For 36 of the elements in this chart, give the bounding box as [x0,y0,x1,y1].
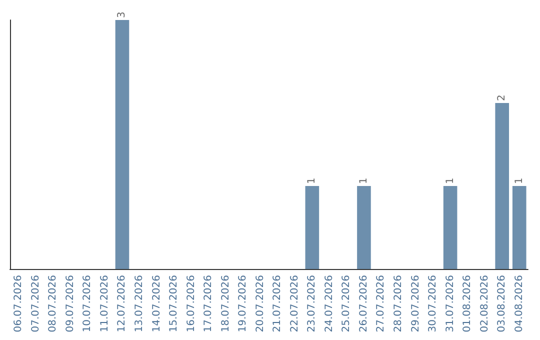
x-tick-label: 23.07.2026 [306,275,318,332]
x-tick-label: 31.07.2026 [444,275,456,332]
x-tick-label: 04.08.2026 [514,275,525,332]
x-tick-label: 09.07.2026 [64,275,76,332]
x-tick-label: 13.07.2026 [134,275,145,332]
data-label: 1 [358,178,370,184]
data-label: 1 [444,178,456,184]
x-tick-label: 06.07.2026 [13,275,24,332]
x-tick-label: 30.07.2026 [428,275,439,332]
x-tick-label: 22.07.2026 [289,275,300,332]
data-label: 1 [306,178,318,184]
x-tick-label: 25.07.2026 [341,275,352,332]
x-tick-label: 15.07.2026 [168,275,180,332]
x-tick-label: 01.08.2026 [462,275,474,332]
x-tick-label: 19.07.2026 [238,275,249,332]
x-tick-label: 12.07.2026 [116,275,128,332]
x-tick-label: 21.07.2026 [272,275,284,332]
x-tick-label: 07.07.2026 [30,275,42,332]
x-tick-label: 29.07.2026 [410,275,422,332]
x-tick-label: 11.07.2026 [99,275,110,332]
x-tick-label: 03.08.2026 [496,275,508,332]
x-tick-label: 20.07.2026 [254,275,266,332]
x-tick-label: 24.07.2026 [324,275,335,332]
x-tick-label: 10.07.2026 [82,275,94,332]
x-tick-label: 14.07.2026 [151,275,162,332]
x-tick-label: 08.07.2026 [48,275,59,332]
data-label: 3 [116,12,128,18]
x-tick-label: 27.07.2026 [376,275,387,332]
x-tick-label: 16.07.2026 [186,275,197,332]
x-tick-label: 26.07.2026 [358,275,370,332]
x-tick-label: 18.07.2026 [220,275,232,332]
x-tick-label: 02.08.2026 [479,275,490,332]
data-label: 1 [514,178,525,184]
data-label: 2 [496,94,508,101]
x-tick-label: 28.07.2026 [393,275,404,332]
x-tick-label: 17.07.2026 [203,275,214,332]
